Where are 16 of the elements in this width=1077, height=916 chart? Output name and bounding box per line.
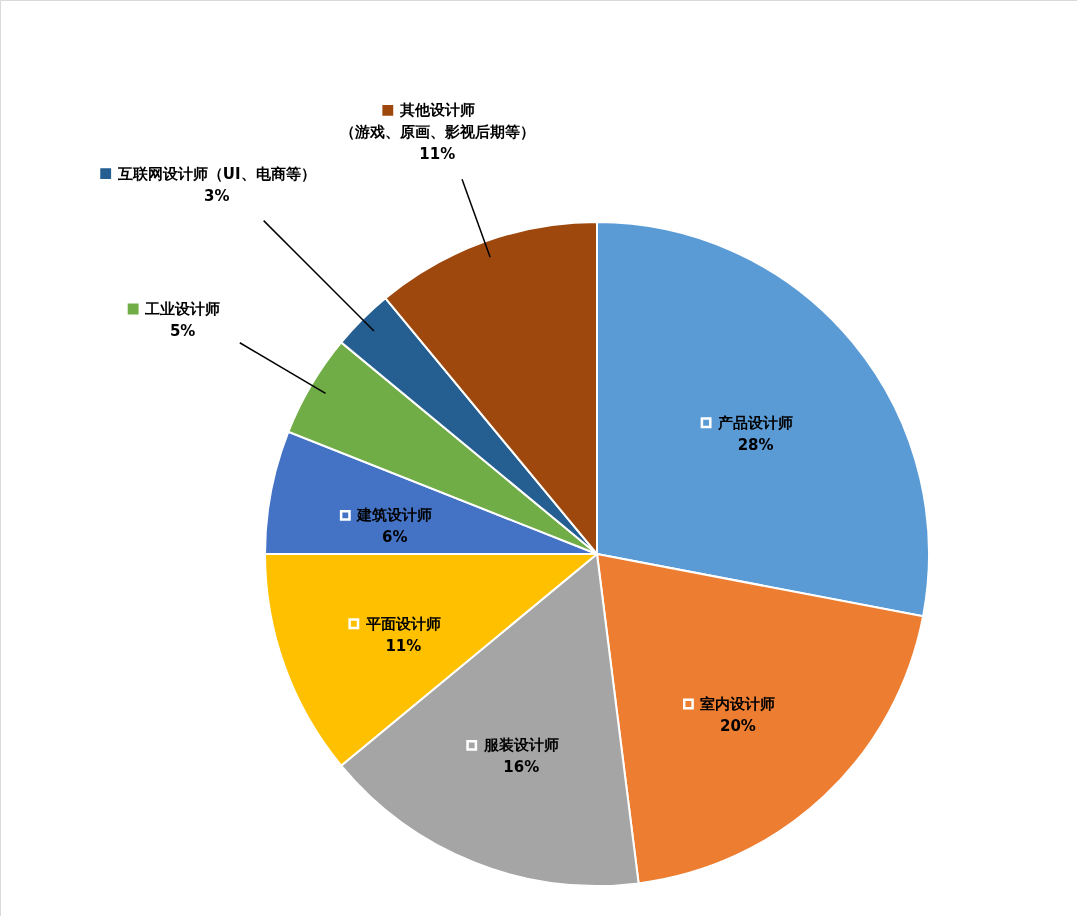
data-label: 16% — [503, 758, 540, 777]
data-label: 11% — [419, 145, 456, 164]
data-label: 6% — [382, 528, 408, 547]
data-label: 20% — [719, 717, 756, 736]
legend-label: 室内设计师 — [700, 695, 776, 714]
legend-label: 服装设计师 — [482, 736, 559, 755]
legend-label: 工业设计师 — [144, 299, 221, 318]
data-label: 28% — [737, 435, 774, 454]
data-label: 5% — [169, 321, 196, 340]
legend-label: 产品设计师 — [717, 413, 794, 432]
legend-label: 平面设计师 — [364, 614, 441, 633]
legend-label: 互联网设计师（UI、电商等） — [116, 164, 316, 183]
data-label: 11% — [385, 636, 422, 655]
legend-label: 建筑设计师 — [356, 506, 433, 525]
data-label: 3% — [203, 186, 230, 205]
legend-label: 其他设计师（游戏、原画、影视后期等） — [339, 101, 535, 142]
